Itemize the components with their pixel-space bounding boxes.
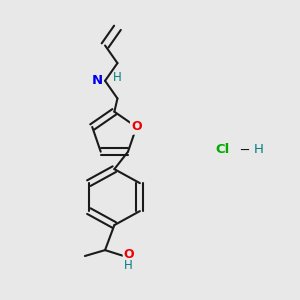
Text: ─: ─ [241,143,248,157]
Text: H: H [112,71,121,84]
Text: O: O [123,248,134,261]
Text: Cl: Cl [216,143,230,157]
Text: O: O [131,121,142,134]
Text: N: N [92,74,103,87]
Text: H: H [254,143,263,157]
Text: H: H [124,259,133,272]
